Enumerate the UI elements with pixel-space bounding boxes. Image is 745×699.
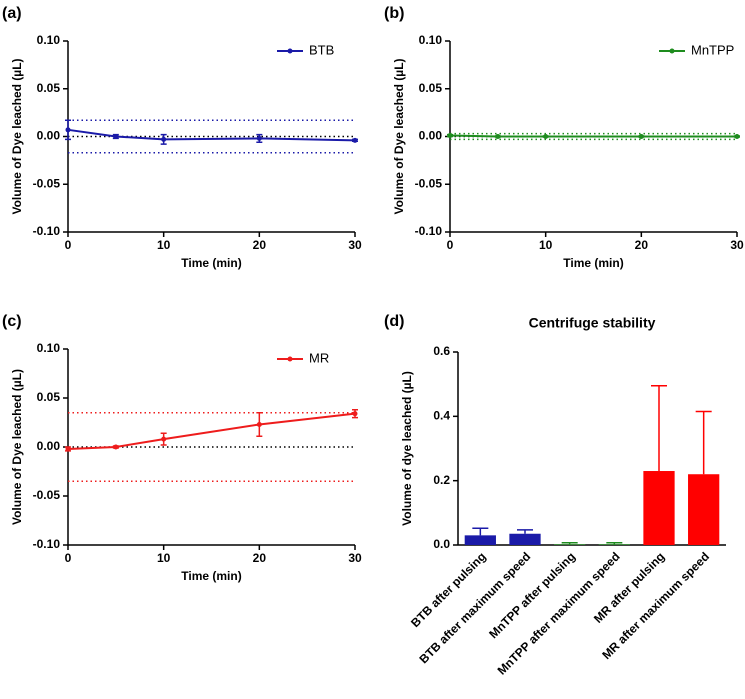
point (256, 421, 262, 427)
y-axis-label: Volume of dye leached (µL) (400, 371, 414, 526)
x-tick-label: BTB after pulsing (408, 549, 489, 630)
y-tick-label: 0.10 (37, 33, 61, 47)
x-tick-label: 0 (447, 238, 454, 252)
y-axis-label: Volume of Dye leached (µL) (10, 58, 24, 214)
legend-marker (287, 356, 293, 362)
y-tick-label: -0.05 (415, 176, 443, 190)
legend-label: MR (309, 350, 329, 365)
point (113, 444, 119, 450)
point (638, 134, 644, 139)
point (352, 411, 358, 417)
x-tick-label: 10 (539, 238, 553, 252)
x-tick-label: MnTPP after pulsing (486, 549, 578, 641)
series-line (67, 412, 356, 450)
y-tick-label: 0.00 (419, 129, 443, 143)
x-tick-label: 0 (65, 551, 72, 565)
y-tick-label: -0.05 (33, 488, 61, 502)
panel-label: (a) (2, 5, 22, 22)
x-tick-label: 10 (157, 551, 171, 565)
y-tick-label: 0.00 (37, 129, 61, 143)
error-bar (695, 410, 712, 475)
x-tick-label: 20 (253, 551, 267, 565)
bar (464, 535, 496, 545)
y-tick-label: 0.05 (37, 81, 61, 95)
point (352, 137, 358, 143)
x-tick-label: 30 (348, 551, 362, 565)
y-tick-label: 0.10 (419, 33, 443, 47)
legend-label: MnTPP (691, 42, 734, 57)
y-tick-label: -0.10 (33, 224, 61, 238)
y-tick-label: 0.6 (433, 344, 450, 358)
error-bar (472, 527, 489, 536)
panel-label: (d) (384, 313, 404, 330)
error-bar (606, 541, 623, 545)
panel-label: (b) (384, 5, 404, 22)
x-tick-label: 30 (348, 238, 362, 252)
legend-marker (287, 48, 293, 54)
y-tick-label: 0.4 (433, 409, 450, 423)
point (113, 134, 119, 139)
bar (688, 474, 720, 545)
y-tick-label: 0.05 (419, 81, 443, 95)
y-tick-label: 0.00 (37, 439, 61, 453)
x-tick-label: 10 (157, 238, 171, 252)
x-axis-label: Time (min) (563, 256, 623, 270)
x-tick-label: 30 (730, 238, 744, 252)
x-tick-label: 20 (253, 238, 267, 252)
bar (554, 544, 586, 545)
x-tick-label: 0 (65, 238, 72, 252)
point (447, 133, 453, 139)
point (495, 134, 501, 139)
y-tick-label: -0.05 (33, 176, 61, 190)
series-line (67, 128, 356, 142)
point (543, 134, 549, 139)
panel-label: (c) (2, 313, 22, 330)
series-line (449, 134, 737, 138)
bar (598, 544, 630, 545)
point (161, 436, 167, 442)
y-axis-label: Volume of Dye leached (µL) (10, 369, 24, 525)
x-axis-label: Time (min) (181, 569, 241, 583)
point (256, 135, 262, 141)
y-axis-label: Volume of Dye leached (µL) (392, 58, 406, 214)
point (734, 134, 740, 139)
legend-marker (669, 48, 675, 54)
y-tick-label: -0.10 (415, 224, 443, 238)
error-bar (517, 529, 533, 534)
legend-label: BTB (309, 42, 334, 57)
error-bar (651, 385, 667, 472)
bar (509, 533, 541, 545)
point (161, 136, 167, 142)
x-axis-label: Time (min) (181, 256, 241, 270)
y-tick-label: 0.2 (433, 473, 450, 487)
chart-title: Centrifuge stability (529, 315, 656, 331)
point (65, 127, 71, 133)
bar (643, 471, 675, 545)
point (65, 446, 71, 452)
y-tick-label: 0.05 (37, 390, 61, 404)
y-tick-label: 0.0 (433, 537, 450, 551)
y-tick-label: -0.10 (33, 537, 61, 551)
y-tick-label: 0.10 (37, 341, 61, 355)
error-bar (561, 541, 578, 545)
x-tick-label: 20 (635, 238, 649, 252)
